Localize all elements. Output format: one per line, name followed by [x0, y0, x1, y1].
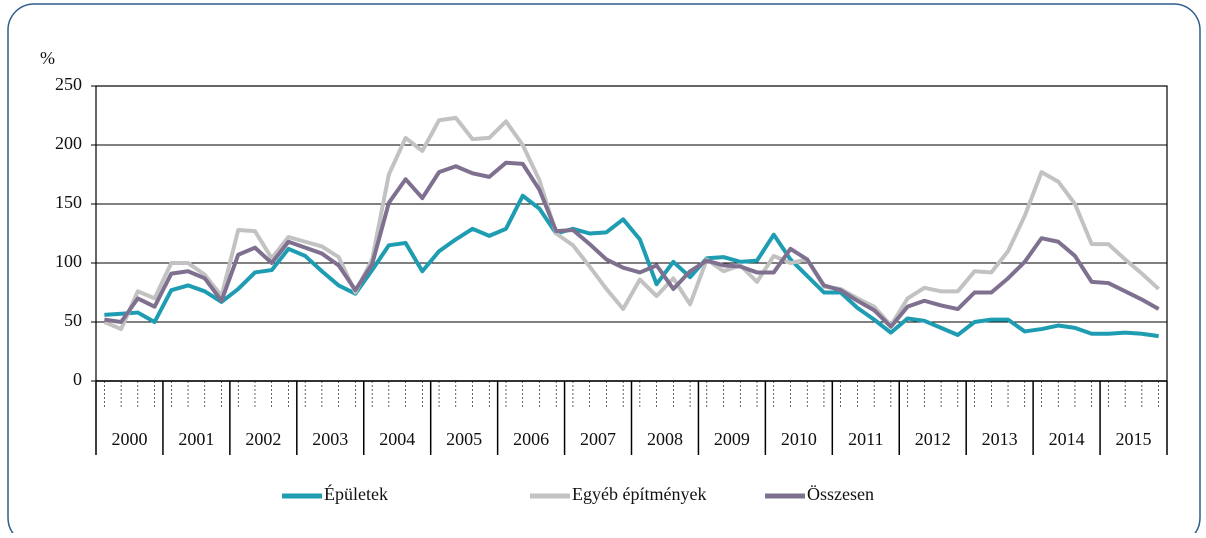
legend-label: Épületek: [324, 483, 388, 504]
year-label: 2007: [580, 429, 616, 449]
legend-label: Összesen: [807, 484, 874, 504]
year-label: 2009: [714, 429, 750, 449]
series-line: [103, 115, 1160, 332]
year-label: 2000: [111, 429, 147, 449]
year-label: 2013: [982, 429, 1018, 449]
y-tick-label: 250: [55, 74, 82, 94]
year-label: 2002: [245, 429, 281, 449]
year-label: 2010: [781, 429, 817, 449]
legend-label: Egyéb építmények: [572, 484, 706, 504]
year-label: 2014: [1049, 429, 1085, 449]
series-line: [104, 193, 1159, 339]
year-label: 2015: [1116, 429, 1152, 449]
y-tick-label: 200: [55, 133, 82, 153]
year-label: 2012: [915, 429, 951, 449]
y-tick-label: 50: [64, 310, 82, 330]
y-tick-label: 0: [73, 369, 82, 389]
y-unit: %: [40, 48, 55, 68]
panel: [7, 3, 1201, 538]
year-label: 2008: [647, 429, 683, 449]
series-line: [104, 160, 1160, 329]
y-tick-label: 150: [55, 192, 82, 212]
year-label: 2003: [312, 429, 348, 449]
year-label: 2001: [178, 429, 214, 449]
year-label: 2006: [513, 429, 549, 449]
year-label: 2005: [446, 429, 482, 449]
year-label: 2011: [848, 429, 883, 449]
y-tick-label: 100: [55, 251, 82, 271]
year-label: 2004: [379, 429, 415, 449]
